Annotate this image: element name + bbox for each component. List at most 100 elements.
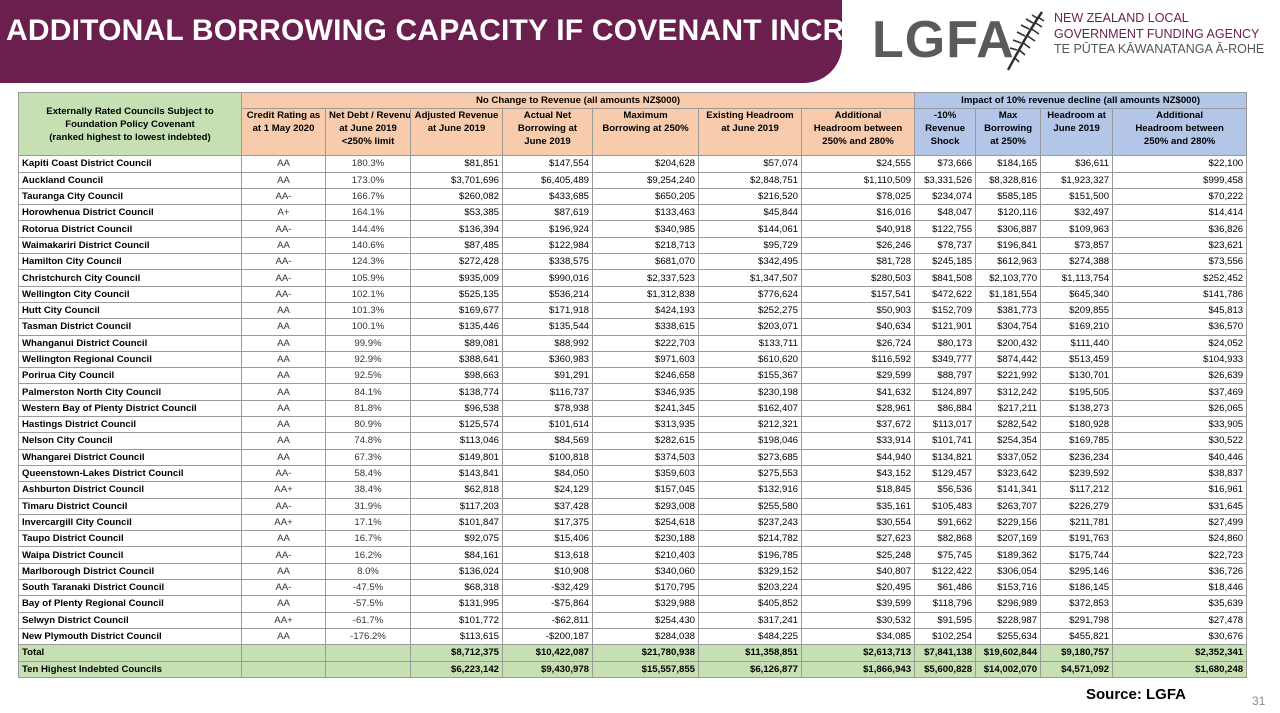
table-cell: AA-: [241, 497, 326, 515]
table-cell: $211,781: [1040, 513, 1114, 532]
table-row: Timaru District Council AA- 31.9% $117,203 $…: [18, 497, 1248, 515]
table-cell: $3,701,696: [410, 171, 503, 189]
table-cell: $349,777: [914, 350, 977, 369]
table-row: Horowhenua District Council A+ 164.1% $53,3…: [18, 204, 1248, 222]
table-cell: $157,045: [592, 481, 699, 499]
table-cell: $39,599: [800, 595, 916, 613]
table-cell: $1,312,838: [592, 285, 699, 303]
table-cell: $424,193: [592, 301, 699, 320]
table-cell: $73,666: [914, 155, 977, 173]
council-name: New Plymouth District Council: [18, 627, 242, 646]
council-name: Invercargill City Council: [18, 513, 242, 532]
table-cell: $23,621: [1112, 236, 1248, 255]
table-cell: $136,394: [410, 220, 503, 238]
table-cell: $329,152: [698, 562, 802, 581]
table-cell: AA: [241, 236, 326, 255]
table-cell: 101.3%: [325, 301, 411, 320]
table-row: Ashburton District Council AA+ 38.4% $62,81…: [18, 481, 1248, 499]
table-cell: $157,541: [800, 285, 916, 303]
table-cell: $45,844: [698, 204, 802, 222]
agency-line-1: NEW ZEALAND LOCAL: [1054, 11, 1189, 25]
council-name: Porirua City Council: [18, 367, 242, 385]
table-row: Tasman District Council AA 100.1% $135,446 $…: [18, 318, 1248, 336]
table-cell: $18,845: [800, 481, 916, 499]
table-cell: $33,905: [1112, 416, 1248, 434]
table-cell: AA+: [241, 481, 326, 499]
total-row: Total $8,712,375 $10,422,087 $21,780,938 $11…: [18, 644, 1248, 662]
table-cell: $21,780,938: [592, 644, 699, 662]
table-cell: 140.6%: [325, 236, 411, 255]
table-cell: -47.5%: [325, 579, 411, 597]
table-row: Porirua City Council AA 92.5% $98,663 $91,29…: [18, 367, 1248, 385]
table-row: Palmerston North City Council AA 84.1% $138…: [18, 383, 1248, 401]
table-cell: $681,070: [592, 253, 699, 271]
table-cell: $484,225: [698, 627, 802, 646]
table-cell: AA: [241, 155, 326, 173]
table-cell: $101,741: [914, 432, 977, 450]
table-cell: $337,052: [975, 448, 1042, 466]
council-name: Rotorua District Council: [18, 220, 242, 238]
table-cell: $254,618: [592, 513, 699, 532]
council-name: South Taranaki District Council: [18, 579, 242, 597]
table-cell: $214,782: [698, 530, 802, 548]
table-cell: $274,388: [1040, 253, 1114, 271]
table-cell: $169,785: [1040, 432, 1114, 450]
table-cell: $1,113,754: [1040, 269, 1114, 287]
table-cell: $84,569: [502, 432, 593, 450]
table-cell: AA: [241, 334, 326, 352]
table-cell: -$200,187: [502, 627, 593, 646]
table-cell: $100,818: [502, 448, 593, 466]
table-row: Wellington Regional Council AA 92.9% $388,6…: [18, 350, 1248, 369]
table-cell: $296,989: [975, 595, 1042, 613]
council-name: Whangarei District Council: [18, 448, 242, 466]
table-cell: A+: [241, 204, 326, 222]
table-cell: $155,367: [698, 367, 802, 385]
table-cell: $186,145: [1040, 579, 1114, 597]
council-group-header: Externally Rated Councils Subject to Fou…: [18, 91, 242, 157]
column-header: Adjusted Revenue at June 2019: [410, 108, 503, 157]
table-cell: $98,663: [410, 367, 503, 385]
table-cell: $237,243: [698, 513, 802, 532]
table-row: New Plymouth District Council AA -176.2% $1…: [18, 627, 1248, 646]
table-cell: $612,963: [975, 253, 1042, 271]
table-cell: AA: [241, 416, 326, 434]
table-cell: $317,241: [698, 611, 802, 629]
council-name: Marlborough District Council: [18, 562, 242, 581]
table-cell: $162,407: [698, 399, 802, 418]
table-cell: $109,963: [1040, 220, 1114, 238]
table-row: Rotorua District Council AA- 144.4% $136,39…: [18, 220, 1248, 238]
table-cell: $229,156: [975, 513, 1042, 532]
table-cell: $84,161: [410, 546, 503, 564]
table-cell: $36,611: [1040, 155, 1114, 173]
column-header: Maximum Borrowing at 250%: [592, 108, 699, 157]
table-cell: $81,851: [410, 155, 503, 173]
table-row: Wellington City Council AA- 102.1% $525,135…: [18, 285, 1248, 303]
table-cell: $105,483: [914, 497, 977, 515]
total-row: Ten Highest Indebted Councils $6,223,142 $…: [18, 660, 1248, 678]
table-cell: $255,634: [975, 627, 1042, 646]
table-cell: $91,595: [914, 611, 977, 629]
table-cell: $24,860: [1112, 530, 1248, 548]
table-cell: $101,614: [502, 416, 593, 434]
table-cell: AA-: [241, 187, 326, 206]
table-cell: $338,575: [502, 253, 593, 271]
council-name: Ten Highest Indebted Councils: [18, 660, 242, 678]
table-cell: $25,248: [800, 546, 916, 564]
council-name: Western Bay of Plenty District Council: [18, 399, 242, 418]
table-cell: AA: [241, 432, 326, 450]
table-cell: $372,853: [1040, 595, 1114, 613]
table-cell: $91,291: [502, 367, 593, 385]
table-cell: $11,358,851: [698, 644, 802, 662]
table-cell: 84.1%: [325, 383, 411, 401]
table-cell: $80,173: [914, 334, 977, 352]
table-cell: $141,786: [1112, 285, 1248, 303]
table-cell: $180,928: [1040, 416, 1114, 434]
table-cell: $84,050: [502, 464, 593, 483]
table-cell: $252,452: [1112, 269, 1248, 287]
table-row: Western Bay of Plenty District Council AA…: [18, 399, 1248, 418]
council-name: Queenstown-Lakes District Council: [18, 464, 242, 483]
table-cell: -$62,811: [502, 611, 593, 629]
logo-wordmark: LGFA: [872, 11, 1015, 69]
table-cell: -176.2%: [325, 627, 411, 646]
table-cell: $359,603: [592, 464, 699, 483]
